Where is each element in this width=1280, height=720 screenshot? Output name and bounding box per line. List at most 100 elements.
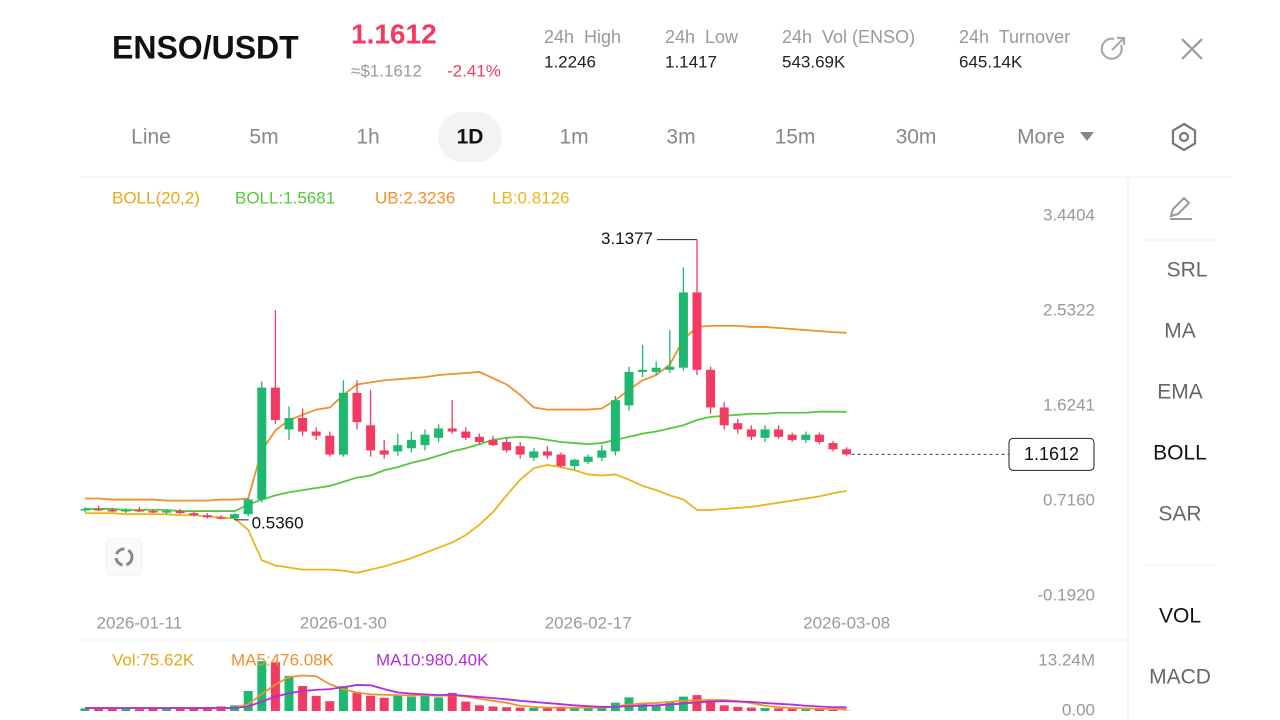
volume-bar <box>719 705 729 711</box>
interval-tab[interactable]: 1D <box>457 126 484 149</box>
interval-tab[interactable]: 5m <box>249 126 278 149</box>
volume-bar <box>202 707 212 711</box>
indicator-button[interactable]: SRL <box>1167 259 1208 282</box>
candle-body <box>80 508 90 511</box>
volume-bar <box>597 707 607 711</box>
last-price-label: 1.1612 <box>1024 444 1079 464</box>
candle-body <box>706 369 716 408</box>
settings-dot <box>1178 131 1190 143</box>
volume-bar <box>189 707 199 711</box>
volume-bar <box>121 707 131 711</box>
volume-bar <box>570 707 580 711</box>
volume-bar <box>583 707 593 711</box>
y-tick-label: 13.24M <box>1038 650 1095 669</box>
volume-bar <box>406 696 416 711</box>
interval-tab[interactable]: More <box>1017 126 1065 149</box>
volume-bar <box>515 707 525 711</box>
candle-body <box>270 387 280 421</box>
candle-body <box>121 510 131 512</box>
candle-body <box>597 450 607 458</box>
candle-body <box>379 450 389 455</box>
last-price-tag <box>1008 437 1095 471</box>
candle-body <box>719 407 729 426</box>
volume-bar <box>733 706 743 711</box>
interval-tab[interactable]: 15m <box>775 126 816 149</box>
volume-bar <box>338 686 348 711</box>
candle-body <box>189 513 199 516</box>
volume-bar <box>298 686 308 711</box>
candle-body <box>542 451 552 456</box>
stat-value: 645.14K <box>959 52 1023 71</box>
volume-bar <box>379 697 389 711</box>
close-icon[interactable] <box>1181 38 1203 60</box>
candle-body <box>311 431 321 436</box>
candle-body <box>284 417 294 430</box>
interval-tab[interactable]: 1m <box>559 126 588 149</box>
boll-line <box>85 324 847 502</box>
interval-tab[interactable]: Line <box>131 126 171 149</box>
draw-icon[interactable] <box>1169 196 1192 220</box>
candle-body <box>230 514 240 519</box>
volume-bar <box>665 701 675 711</box>
volume-bar <box>706 701 716 711</box>
volume-bar <box>243 690 253 711</box>
candle-body <box>828 443 838 450</box>
indicator-button[interactable]: MACD <box>1149 666 1211 689</box>
interval-tab[interactable]: 3m <box>666 126 695 149</box>
candle-body <box>787 434 797 440</box>
candle-body <box>107 510 117 512</box>
candle-body <box>610 400 620 452</box>
share-arc <box>1100 37 1123 60</box>
volume-bar <box>107 708 117 711</box>
candle-body <box>434 428 444 438</box>
indicator-button[interactable]: EMA <box>1157 381 1203 404</box>
volume-bar <box>80 708 90 711</box>
more-caret[interactable] <box>1080 132 1094 141</box>
indicator-button[interactable]: SAR <box>1158 503 1201 526</box>
volume-bar <box>787 708 797 711</box>
interval-tab[interactable]: 1h <box>356 126 379 149</box>
volume-bar <box>828 709 838 711</box>
candle-body <box>366 425 376 451</box>
candle-body <box>814 434 824 443</box>
volume-bar <box>420 694 430 711</box>
indicator-button[interactable]: VOL <box>1159 605 1201 628</box>
settings-hex <box>1171 122 1197 152</box>
settings-icon[interactable] <box>1171 122 1197 152</box>
share-icon[interactable] <box>1100 36 1126 60</box>
volume-bar <box>94 707 104 711</box>
candle-body <box>134 510 144 512</box>
volume-bar <box>134 709 144 711</box>
candle-body <box>461 431 471 438</box>
volume-bar <box>502 707 512 711</box>
interval-tab[interactable]: 30m <box>896 126 937 149</box>
volume-bar <box>270 661 280 711</box>
volume-bar <box>488 706 498 711</box>
legend-entry: Vol:75.62K <box>112 650 195 669</box>
boll-line <box>85 410 847 512</box>
candle-body <box>488 439 498 446</box>
volume-bar <box>638 703 648 711</box>
x-tick-label: 2026-01-30 <box>300 613 387 632</box>
indicator-button[interactable]: MA <box>1164 320 1196 343</box>
max-label: 3.1377 <box>601 229 653 248</box>
volume-bar <box>434 697 444 711</box>
volume-bar <box>148 708 158 711</box>
indicator-button[interactable]: BOLL <box>1153 442 1207 465</box>
stat-label: 24h High <box>544 27 621 47</box>
pair-name: ENSO/USDT <box>112 29 299 65</box>
volume-ma-line <box>85 684 847 709</box>
legend-entry: UB:2.3236 <box>375 188 455 207</box>
volume-bar <box>814 709 824 711</box>
volume-bar <box>352 692 362 711</box>
candle-body <box>583 456 593 462</box>
candle-body <box>624 371 634 406</box>
volume-bar <box>366 695 376 711</box>
tool-button[interactable] <box>105 538 143 576</box>
legend-entry: MA5:476.08K <box>231 650 335 669</box>
y-tick-label: 2.5322 <box>1043 300 1095 319</box>
candle-body <box>393 445 403 452</box>
candle-body <box>243 499 253 515</box>
legend-entry: MA10:980.40K <box>376 650 489 669</box>
